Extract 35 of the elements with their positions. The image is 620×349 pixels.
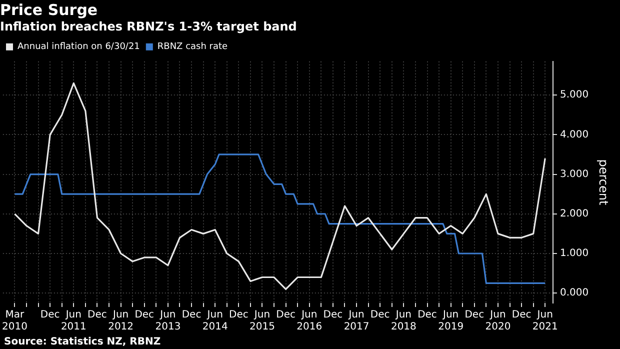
x-tick-label: Dec xyxy=(182,310,202,321)
x-tick-label: Dec xyxy=(276,310,296,321)
x-tick-label: Dec xyxy=(88,310,107,321)
x-tick-label: Dec xyxy=(40,310,60,321)
x-tick-label: Dec xyxy=(464,310,484,321)
y-tick-label: 3.000 xyxy=(560,168,589,180)
x-tick-label: Dec xyxy=(370,310,390,321)
legend-label: RBNZ cash rate xyxy=(157,42,228,52)
x-tick-label: Jun 2011 xyxy=(60,310,86,333)
chart-title: Price Surge xyxy=(0,0,98,19)
legend-label: Annual inflation on 6/30/21 xyxy=(18,42,140,52)
x-tick-label: Dec xyxy=(418,310,437,321)
y-tick-label: 4.000 xyxy=(560,129,589,140)
x-tick-label: Dec xyxy=(228,310,248,321)
x-tick-label: Jun 2013 xyxy=(155,310,181,333)
x-tick-label: Dec xyxy=(512,310,532,321)
y-tick-label: 2.000 xyxy=(560,208,589,220)
x-tick-label: Mar 2010 xyxy=(2,310,28,333)
y-tick-label: 1.000 xyxy=(560,248,589,260)
x-tick-label: Jun 2014 xyxy=(202,310,228,333)
chart-subtitle: Inflation breaches RBNZ's 1-3% target band xyxy=(0,19,297,34)
x-tick-label: Dec xyxy=(134,310,154,321)
x-tick-label: Jun 2020 xyxy=(485,310,511,333)
x-tick-label: Jun 2016 xyxy=(296,310,322,333)
source-note: Source: Statistics NZ, RBNZ xyxy=(4,336,161,348)
x-tick-label: Jun 2018 xyxy=(390,310,416,333)
y-tick-label: 5.000 xyxy=(560,90,589,101)
x-tick-label: Jun 2019 xyxy=(438,310,464,333)
x-tick-label: Jun 2017 xyxy=(344,310,370,333)
y-axis-title: percent xyxy=(596,159,611,206)
y-tick-label: 0.000 xyxy=(560,288,589,299)
x-tick-label: Jun 2012 xyxy=(108,310,134,333)
x-tick-label: Dec xyxy=(323,310,343,321)
x-tick-label: Jun 2015 xyxy=(250,310,275,333)
x-tick-label: Jun 2021 xyxy=(532,310,558,333)
